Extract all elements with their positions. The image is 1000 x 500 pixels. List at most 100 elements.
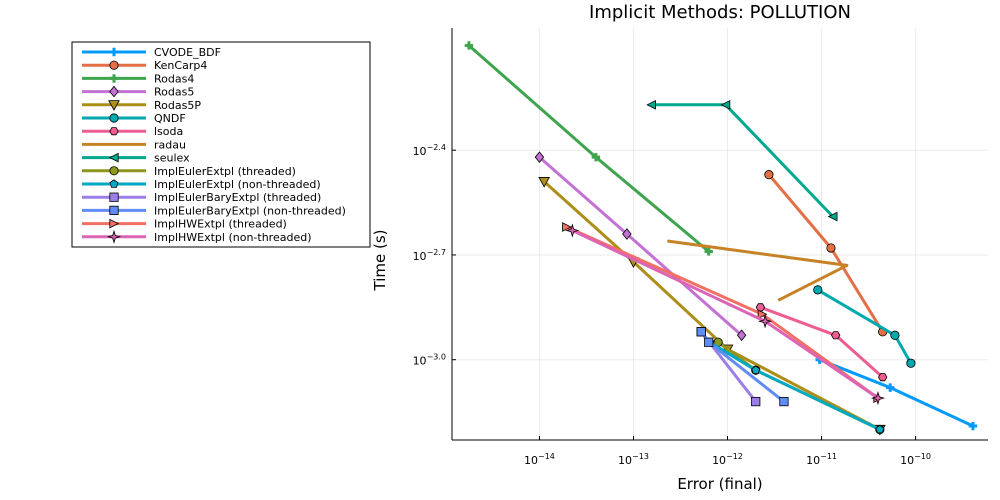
series-radau: [667, 239, 849, 302]
y-axis-label: Time (s): [371, 230, 389, 292]
data-point: [720, 99, 731, 110]
data-point: [534, 151, 545, 164]
legend-swatch-marker: [109, 127, 119, 136]
legend-item: Rodas5P: [82, 99, 201, 112]
data-point: [878, 373, 888, 382]
data-point: [757, 309, 768, 320]
legend-swatch-marker: [109, 85, 119, 98]
data-point: [831, 331, 841, 340]
x-tick-label: 10−14: [524, 452, 555, 467]
legend-label: ImplEulerBaryExtpl (non-threaded): [154, 204, 346, 217]
legend-label: Rodas5P: [154, 99, 201, 112]
legend-item: ImplEulerBaryExtpl (threaded): [82, 191, 321, 204]
x-tick-label: 10−11: [806, 452, 837, 467]
legend-label: QNDF: [154, 112, 186, 125]
legend-item: ImplEulerExtpl (threaded): [82, 165, 296, 178]
legend-item: QNDF: [82, 112, 186, 125]
series-cvode-bdf: [815, 355, 978, 431]
series-qndf: [813, 285, 916, 368]
data-point: [646, 99, 656, 110]
data-point: [562, 222, 572, 232]
data-point: [751, 365, 761, 375]
series-rodas4: [464, 41, 713, 256]
series-kencarp4: [764, 170, 888, 337]
data-point: [886, 383, 895, 392]
legend-item: KenCarp4: [82, 59, 207, 72]
data-point: [622, 228, 632, 240]
legend-swatch-marker: [109, 179, 119, 188]
legend-label: ImplEulerExtpl (non-threaded): [154, 178, 321, 191]
series-line: [819, 358, 974, 428]
series-line: [571, 229, 879, 400]
data-point: [755, 303, 766, 312]
legend-swatch-marker: [109, 166, 119, 176]
legend-item: radau: [82, 138, 186, 151]
series-layer: [464, 41, 978, 436]
axes: 10−14 10−13 10−12 10−11 10−10 10−2.4 10−2.7 10−…: [413, 28, 988, 467]
legend-label: radau: [154, 138, 186, 151]
series-line: [767, 173, 884, 333]
data-point: [890, 330, 900, 340]
series-rodas5: [534, 151, 747, 342]
data-point: [696, 327, 706, 337]
legend-item: Rodas4: [82, 72, 194, 85]
series-line: [543, 180, 881, 431]
data-point: [736, 329, 747, 342]
series-line: [651, 103, 834, 218]
data-point: [906, 358, 916, 368]
x-tick-label: 10−10: [900, 452, 931, 467]
legend-item: lsoda: [82, 125, 183, 138]
legend-swatch-marker: [109, 113, 119, 123]
data-point: [827, 211, 838, 222]
data-point: [704, 337, 714, 347]
x-tick-label: 10−13: [618, 452, 649, 467]
data-point: [779, 396, 789, 407]
data-point: [538, 177, 551, 188]
data-point: [968, 421, 978, 431]
data-point: [764, 170, 774, 180]
series-implhwextpl-non-threaded: [565, 223, 886, 406]
x-axis-label: Error (final): [677, 475, 762, 493]
series-seulex: [646, 99, 838, 222]
legend-swatch-marker: [108, 100, 120, 111]
legend-swatch-marker: [109, 74, 119, 83]
legend-label: lsoda: [154, 125, 183, 138]
y-tick-label: 10−3.0: [413, 353, 446, 368]
legend-item: ImplHWExtpl (non-threaded): [82, 229, 312, 244]
x-tick-label: 10−12: [712, 452, 743, 467]
legend-swatch-marker: [109, 192, 119, 202]
legend-swatch-marker: [108, 152, 119, 163]
grid: [452, 28, 988, 440]
data-point: [870, 391, 886, 406]
legend-item: ImplHWExtpl (threaded): [82, 218, 287, 231]
legend-label: Rodas5: [154, 86, 194, 99]
legend-label: ImplEulerExtpl (threaded): [154, 165, 296, 178]
legend-swatch-marker: [109, 218, 120, 229]
legend-label: ImplEulerBaryExtpl (threaded): [154, 191, 321, 204]
legend-label: seulex: [154, 152, 190, 165]
legend-item: seulex: [82, 152, 190, 165]
legend-label: ImplHWExtpl (non-threaded): [154, 231, 312, 244]
data-point: [704, 247, 713, 256]
legend-swatch-marker: [106, 229, 122, 244]
series-line: [667, 239, 849, 302]
legend-label: Rodas4: [154, 72, 194, 85]
legend-swatch-marker: [109, 47, 119, 57]
legend-label: ImplHWExtpl (threaded): [154, 218, 287, 231]
legend-label: CVODE_BDF: [154, 46, 221, 59]
legend: CVODE_BDFKenCarp4Rodas4Rodas5Rodas5PQNDF…: [71, 41, 371, 248]
series-impleulerbaryextpl-non-threaded: [696, 327, 789, 407]
y-tick-label: 10−2.4: [413, 143, 446, 158]
data-point: [591, 152, 601, 162]
series-line: [566, 225, 879, 400]
legend-swatch-marker: [109, 205, 119, 215]
y-tick-label: 10−2.7: [413, 248, 446, 263]
data-point: [565, 223, 580, 238]
data-point: [826, 243, 836, 253]
legend-label: KenCarp4: [154, 59, 207, 72]
data-point: [757, 314, 773, 329]
data-point: [875, 424, 885, 434]
legend-item: CVODE_BDF: [82, 46, 221, 59]
series-lsoda: [755, 303, 888, 382]
